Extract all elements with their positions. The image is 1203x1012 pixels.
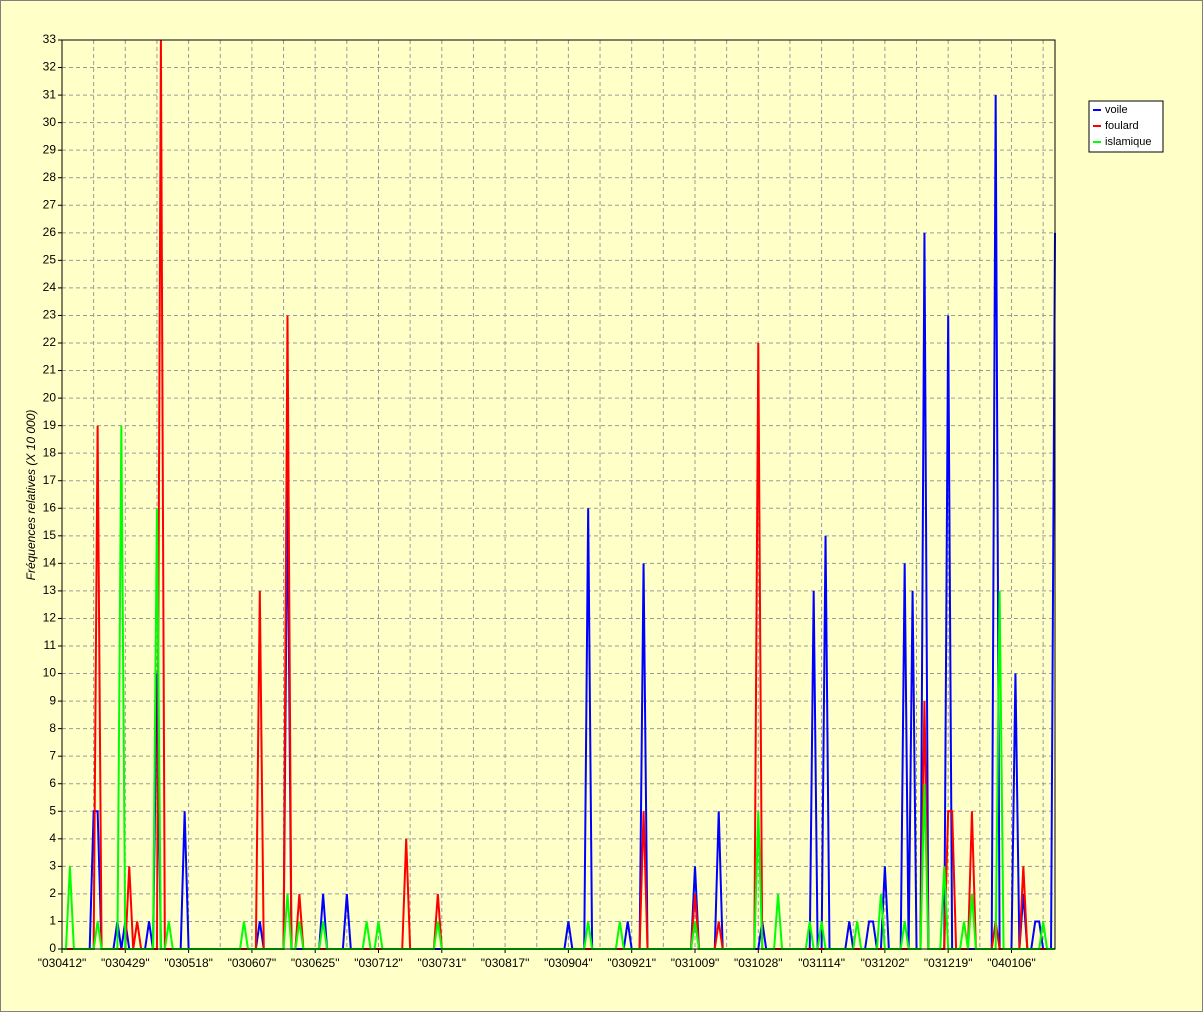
x-tick-label: "030518": [164, 956, 213, 970]
y-tick-label: 7: [49, 748, 56, 762]
legend-box: [1088, 100, 1164, 153]
y-tick-label: 19: [43, 418, 57, 432]
y-tick-label: 29: [43, 142, 57, 156]
y-tick-label: 9: [49, 693, 56, 707]
y-tick-label: 28: [43, 170, 57, 184]
y-tick-label: 31: [43, 87, 57, 101]
y-tick-label: 1: [49, 914, 56, 928]
x-tick-label: "030904": [544, 956, 593, 970]
legend: voile foulard islamique: [1088, 100, 1164, 153]
plot-area: [62, 40, 1055, 949]
y-tick-label: 6: [49, 776, 56, 790]
y-tick-label: 30: [43, 115, 57, 129]
y-tick-label: 32: [43, 60, 57, 74]
x-tick-label: "030607": [228, 956, 277, 970]
y-tick-label: 25: [43, 253, 57, 267]
x-tick-label: "031219": [924, 956, 973, 970]
y-tick-label: 3: [49, 859, 56, 873]
y-tick-label: 15: [43, 528, 57, 542]
y-tick-label: 11: [44, 638, 57, 652]
y-tick-label: 0: [49, 941, 56, 955]
x-tick-label: "030731": [418, 956, 467, 970]
y-tick-label: 17: [43, 473, 57, 487]
y-tick-label: 12: [43, 611, 57, 625]
y-tick-label: 24: [43, 280, 57, 294]
y-tick-label: 20: [43, 390, 57, 404]
x-tick-label: "040106": [987, 956, 1036, 970]
legend-label: voile: [1105, 104, 1128, 116]
y-tick-label: 33: [43, 32, 57, 46]
y-tick-label: 4: [49, 831, 56, 845]
x-tick-label: "031114": [798, 956, 845, 970]
y-tick-label: 8: [49, 721, 56, 735]
y-tick-label: 5: [49, 803, 56, 817]
x-tick-label: "030412": [38, 956, 87, 970]
y-axis-label: Fréquences relatives (X 10 000): [24, 410, 38, 581]
y-tick-label: 26: [43, 225, 57, 239]
y-tick-label: 21: [43, 363, 57, 377]
y-tick-label: 16: [43, 500, 57, 514]
x-tick-label: "031028": [734, 956, 783, 970]
x-tick-label: "031009": [671, 956, 720, 970]
y-tick-label: 27: [43, 197, 57, 211]
y-tick-label: 10: [43, 666, 57, 680]
x-tick-label: "031202": [861, 956, 910, 970]
y-tick-label: 2: [49, 886, 56, 900]
y-tick-label: 23: [43, 308, 57, 322]
y-tick-label: 13: [43, 583, 57, 597]
y-tick-label: 18: [43, 445, 57, 459]
x-tick-label: "030921": [607, 956, 656, 970]
legend-label: islamique: [1105, 136, 1151, 148]
x-tick-label: "030712": [354, 956, 403, 970]
y-tick-label: 22: [43, 335, 57, 349]
x-tick-label: "030625": [291, 956, 340, 970]
legend-label: foulard: [1105, 120, 1139, 132]
x-tick-label: "030817": [481, 956, 530, 970]
plot-border: [61, 39, 1056, 950]
y-tick-label: 14: [43, 556, 57, 570]
x-tick-label: "030429": [101, 956, 150, 970]
